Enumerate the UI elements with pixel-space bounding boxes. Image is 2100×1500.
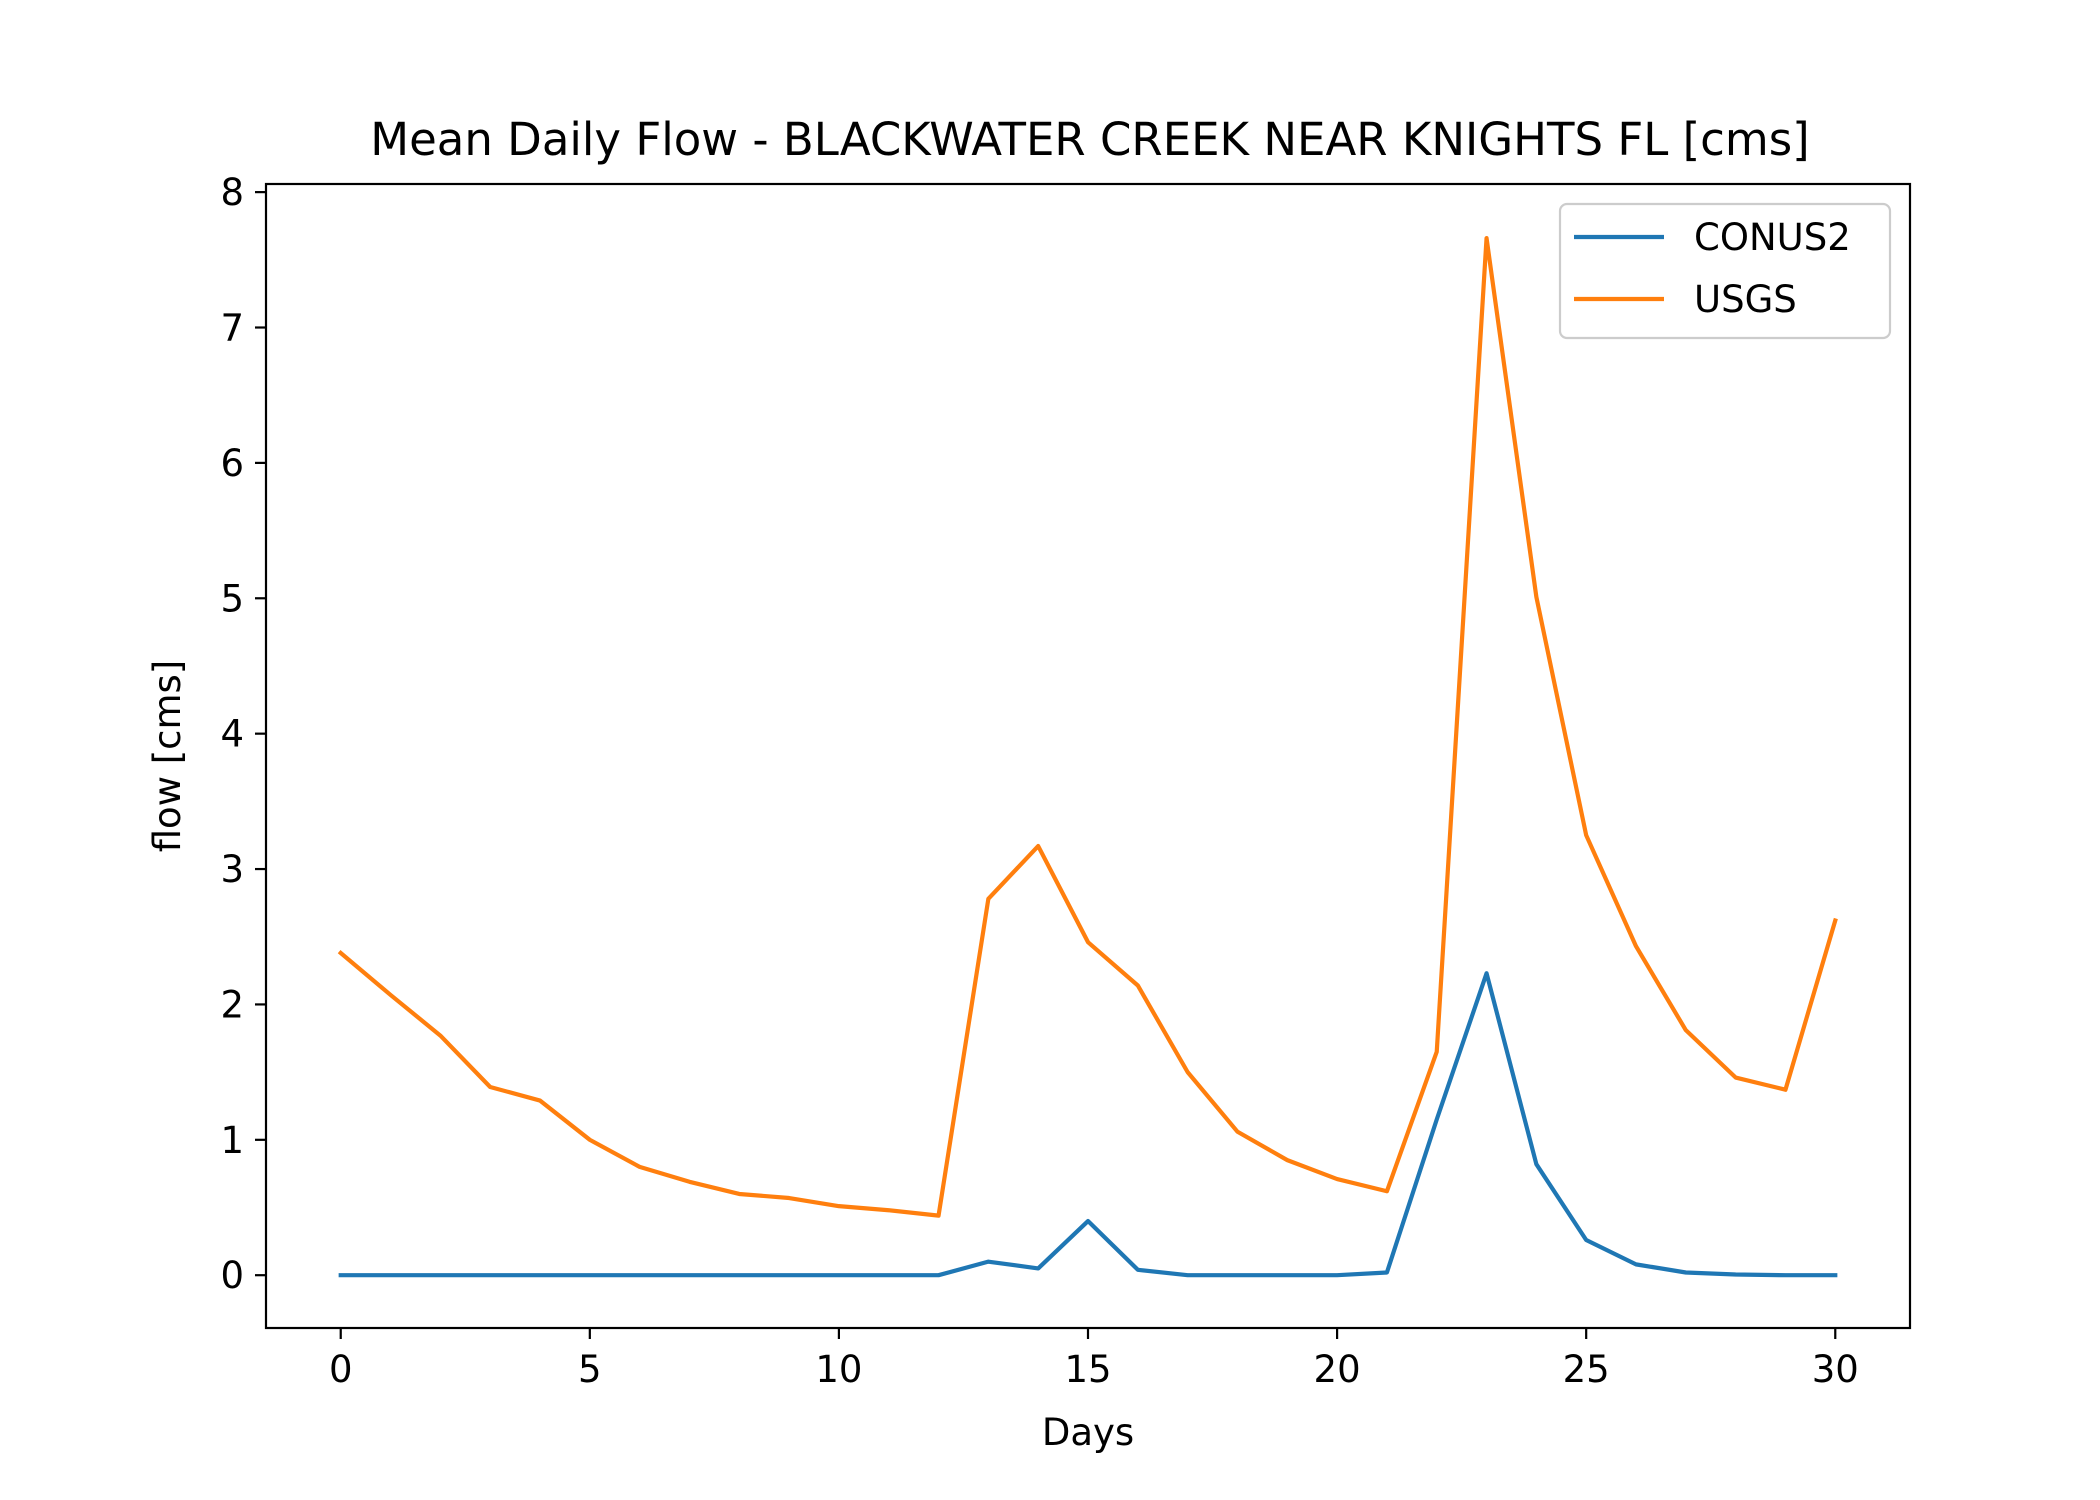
y-tick-label: 0 xyxy=(220,1254,244,1297)
y-tick-label: 3 xyxy=(220,848,244,891)
x-tick-label: 20 xyxy=(1314,1348,1361,1391)
x-tick-label: 10 xyxy=(815,1348,862,1391)
series-layer xyxy=(337,236,1838,1278)
legend: CONUS2 USGS xyxy=(1558,202,1892,340)
x-tick-label: 15 xyxy=(1064,1348,1111,1391)
y-axis-title: flow [cms] xyxy=(146,660,189,853)
x-tick-label: 0 xyxy=(329,1348,353,1391)
chart-title: Mean Daily Flow - BLACKWATER CREEK NEAR … xyxy=(370,113,1809,166)
x-tick-label: 5 xyxy=(578,1348,602,1391)
x-axis-title: Days xyxy=(1042,1411,1134,1454)
y-axis: 0 1 2 3 4 5 6 7 8 xyxy=(220,171,266,1297)
series-line-usgs xyxy=(337,236,1838,1218)
series-line-conus2 xyxy=(338,971,1838,1278)
y-tick-label: 6 xyxy=(220,442,244,485)
x-axis: 0 5 10 15 20 25 30 xyxy=(329,1328,1859,1391)
y-tick-label: 1 xyxy=(220,1119,244,1162)
y-tick-label: 5 xyxy=(220,577,244,620)
y-tick-label: 2 xyxy=(220,983,244,1026)
y-tick-label: 4 xyxy=(220,713,244,756)
legend-label-conus2: CONUS2 xyxy=(1694,216,1851,259)
x-tick-label: 25 xyxy=(1563,1348,1610,1391)
y-tick-label: 7 xyxy=(220,307,244,350)
legend-label-usgs: USGS xyxy=(1694,278,1797,321)
x-tick-label: 30 xyxy=(1812,1348,1859,1391)
y-tick-label: 8 xyxy=(220,171,244,214)
